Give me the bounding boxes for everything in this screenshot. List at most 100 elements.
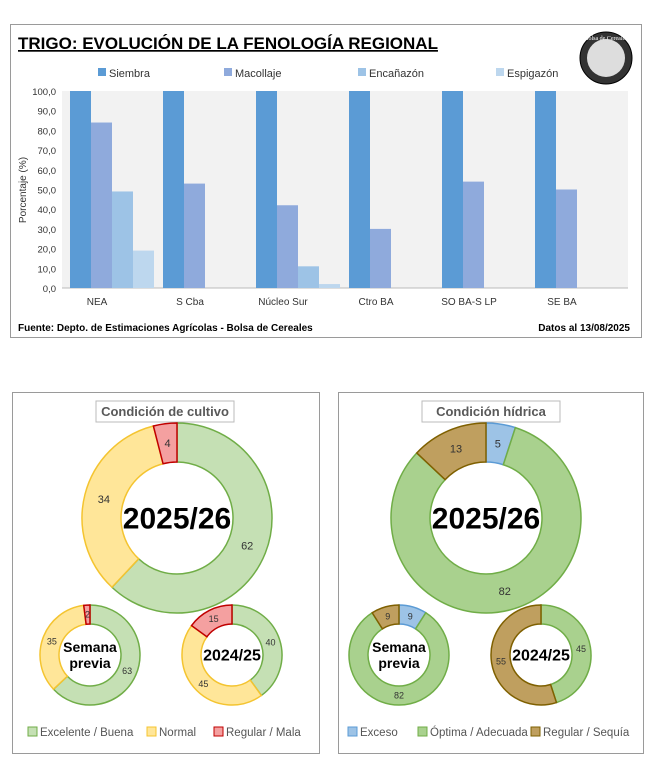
donut-previous-week-center-label: previa — [69, 655, 110, 671]
bar-1-1 — [184, 183, 205, 288]
donut-current-value: 4 — [164, 438, 170, 450]
chart-title: TRIGO: EVOLUCIÓN DE LA FENOLOGÍA REGIONA… — [18, 34, 438, 53]
donut-previous-season-slice — [231, 604, 283, 697]
panel-title-box — [95, 400, 235, 423]
y-tick-label: 30,0 — [38, 225, 57, 236]
x-tick-label: SE BA — [547, 297, 577, 308]
legend-swatch-3 — [496, 68, 504, 76]
bar-1-2 — [277, 205, 298, 288]
donut-previous-week-value: 9 — [385, 611, 390, 621]
bar-0-0 — [70, 91, 91, 288]
y-tick-label: 90,0 — [38, 107, 57, 118]
bar-0-5 — [535, 91, 556, 288]
donut-previous-season-center-label: 2024/25 — [512, 648, 570, 665]
panel-title: Condición de cultivo — [101, 404, 229, 419]
donut-previous-season-value: 40 — [266, 638, 276, 648]
bar-1-4 — [463, 181, 484, 288]
legend-label: Macollaje — [235, 68, 281, 80]
donut-current-value: 62 — [241, 541, 253, 553]
donut-current-slice — [110, 422, 273, 614]
legend-swatch — [213, 726, 224, 737]
bar-0-2 — [256, 91, 277, 288]
bar-0-1 — [163, 91, 184, 288]
y-tick-label: 10,0 — [38, 264, 57, 275]
donut-previous-season-value: 45 — [576, 644, 586, 654]
legend-label: Encañazón — [369, 68, 424, 80]
y-tick-label: 50,0 — [38, 186, 57, 197]
donut-current-value: 13 — [450, 444, 462, 456]
donut-previous-week-center-label: previa — [378, 655, 419, 671]
donut-previous-week-slice — [52, 604, 141, 706]
y-tick-label: 70,0 — [38, 146, 57, 157]
plot-area — [62, 91, 628, 288]
donut-previous-week-center-label: Semana — [372, 639, 426, 655]
donut-previous-season-value: 45 — [198, 679, 208, 689]
legend-swatch — [530, 726, 541, 737]
y-tick-label: 80,0 — [38, 126, 57, 137]
donut-current-value: 5 — [495, 438, 501, 450]
legend-swatch — [347, 726, 358, 737]
bar-3-0 — [133, 250, 154, 288]
donut-previous-season-value: 55 — [496, 656, 506, 666]
legend-label: Regular / Mala — [226, 727, 301, 739]
legend-label: Excelente / Buena — [40, 727, 134, 739]
donut-current-slice — [415, 422, 487, 481]
donut-current-slice — [81, 425, 164, 589]
x-tick-label: S Cba — [176, 297, 204, 308]
x-tick-label: NEA — [87, 297, 108, 308]
y-tick-label: 40,0 — [38, 205, 57, 216]
donut-current-center-label: 2025/26 — [123, 503, 231, 536]
bar-2-2 — [298, 266, 319, 288]
source-note: Fuente: Depto. de Estimaciones Agrícolas… — [18, 323, 313, 334]
logo-text: Bolsa de Cereales — [585, 36, 629, 42]
legend-label: Espigazón — [507, 68, 558, 80]
x-tick-label: Ctro BA — [358, 297, 393, 308]
y-axis-label: Porcentaje (%) — [18, 157, 29, 223]
legend-label: Exceso — [360, 727, 398, 739]
donut-previous-week-value: 2 — [85, 610, 90, 620]
date-note: Datos al 13/08/2025 — [538, 323, 630, 334]
legend-swatch — [417, 726, 428, 737]
bar-1-3 — [370, 228, 391, 288]
y-tick-label: 0,0 — [43, 284, 56, 295]
donut-current-center-label: 2025/26 — [432, 503, 540, 536]
x-tick-label: Núcleo Sur — [258, 297, 308, 308]
donut-previous-season-slice — [490, 604, 558, 706]
donut-previous-season-slice — [540, 604, 592, 704]
donut-previous-week-value: 35 — [47, 636, 57, 646]
y-tick-label: 60,0 — [38, 166, 57, 177]
donut-current-value: 34 — [98, 494, 110, 506]
panel-title-box — [421, 400, 561, 423]
bar-2-0 — [112, 191, 133, 288]
x-tick-label: SO BA-S LP — [441, 297, 497, 308]
legend-swatch-1 — [224, 68, 232, 76]
legend-swatch-2 — [358, 68, 366, 76]
legend-swatch-0 — [98, 68, 106, 76]
logo-inner — [587, 39, 625, 77]
bar-1-5 — [556, 189, 577, 288]
donut-previous-season-slice — [181, 624, 263, 706]
bar-0-3 — [349, 91, 370, 288]
donut-previous-week-value: 63 — [122, 666, 132, 676]
legend-label: Regular / Sequía — [543, 727, 630, 739]
y-tick-label: 100,0 — [32, 87, 56, 98]
donut-previous-week-slice — [348, 611, 450, 706]
legend-swatch — [27, 726, 38, 737]
donut-previous-week-slice — [82, 604, 91, 626]
y-tick-label: 20,0 — [38, 245, 57, 256]
donut-previous-season-slice — [190, 604, 233, 638]
donut-current-slice — [152, 422, 178, 465]
donut-current-value: 82 — [499, 586, 511, 598]
donut-previous-season-center-label: 2024/25 — [203, 648, 261, 665]
panel-title: Condición hídrica — [436, 404, 547, 419]
bar-3-2 — [319, 284, 340, 288]
legend-label: Óptima / Adecuada — [430, 726, 528, 739]
donut-previous-week-slice — [371, 604, 400, 630]
legend-label: Normal — [159, 727, 196, 739]
bar-0-4 — [442, 91, 463, 288]
legend-swatch — [146, 726, 157, 737]
legend-label: Siembra — [109, 68, 151, 80]
donut-previous-week-center-label: Semana — [63, 639, 117, 655]
donut-previous-week-value: 82 — [394, 691, 404, 701]
